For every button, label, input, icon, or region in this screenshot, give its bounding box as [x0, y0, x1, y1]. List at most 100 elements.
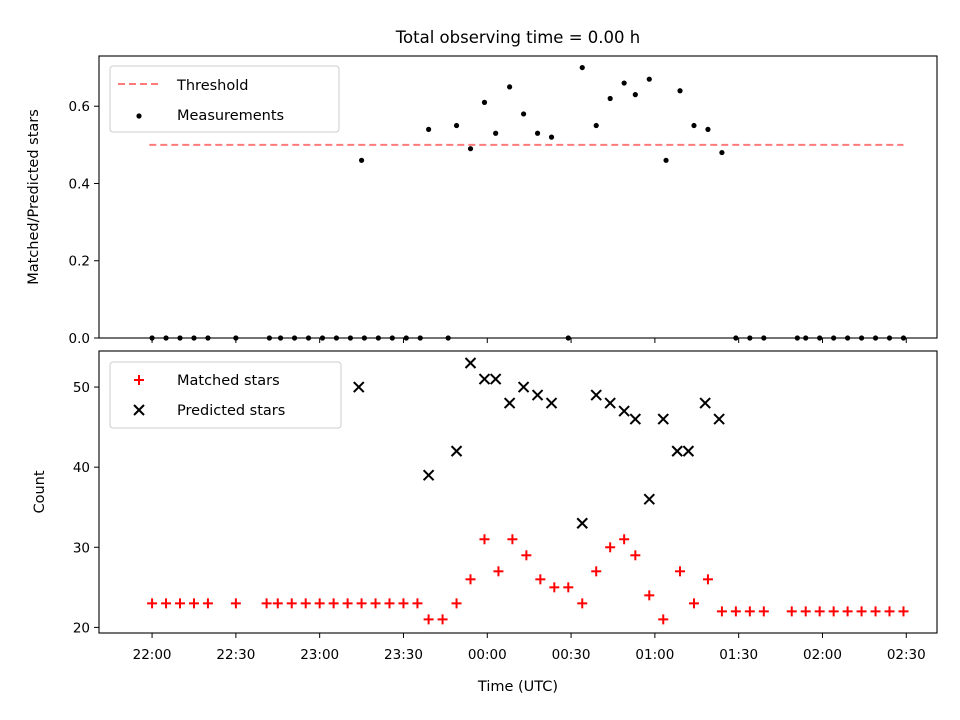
bottom-legend-box	[109, 361, 342, 429]
predicted-point	[464, 357, 477, 369]
legend-plus-marker	[134, 375, 144, 385]
legend-x-marker	[133, 404, 145, 416]
y-tick-label: 50	[73, 380, 90, 396]
matched-point	[884, 606, 895, 617]
legend-predicted-swatch	[133, 404, 145, 416]
predicted-point	[699, 397, 711, 409]
matched-point	[261, 598, 272, 609]
matched-point	[730, 606, 741, 617]
x-stroke	[576, 517, 588, 529]
predicted-point	[450, 445, 463, 457]
matched-point	[328, 598, 339, 609]
matched-point	[702, 574, 713, 585]
x-stroke	[629, 413, 642, 425]
predicted-point	[671, 445, 683, 457]
predicted-point	[353, 381, 365, 393]
x-stroke	[618, 405, 630, 417]
matched-point	[535, 574, 546, 585]
top-legend: Threshold Measurements	[109, 65, 340, 133]
measurement-point	[358, 157, 365, 163]
legend-matched-swatch	[134, 375, 144, 385]
matched-point	[800, 606, 811, 617]
top-y-axis-label: Matched/Predicted stars	[26, 109, 42, 285]
x-stroke	[657, 413, 669, 425]
x-stroke	[503, 397, 516, 409]
predicted-point	[503, 397, 516, 409]
matched-point	[493, 566, 504, 577]
x-stroke	[590, 389, 602, 401]
matched-point	[314, 598, 325, 609]
matched-point	[272, 598, 283, 609]
matched-point	[577, 598, 588, 609]
measurement-point	[507, 84, 513, 90]
matched-point	[688, 598, 699, 609]
matched-point	[870, 606, 881, 617]
predicted-point	[643, 493, 655, 505]
predicted-point	[618, 405, 630, 417]
matched-point	[856, 606, 867, 617]
y-tick-label: 20	[73, 620, 90, 636]
top-legend-box	[109, 65, 340, 133]
bottom-y-axis: 20 30 40 50	[73, 380, 99, 636]
bottom-panel: 20 30 40 50 22:00 22:30 23:00 23:30 00:00 00:30 0…	[32, 350, 938, 695]
measurement-point	[632, 92, 638, 98]
x-stroke	[682, 445, 695, 457]
x-stroke	[422, 469, 435, 481]
matched-point	[412, 598, 423, 609]
legend-matched-label: Matched stars	[177, 373, 280, 389]
matched-point	[898, 606, 909, 617]
measurement-point	[520, 111, 527, 117]
measurement-point	[534, 130, 541, 136]
measurement-point	[719, 149, 725, 156]
x-stroke	[478, 373, 491, 385]
measurement-point	[453, 122, 460, 129]
y-tick-label: 0.0	[69, 331, 90, 347]
matched-point	[507, 534, 518, 545]
measurement-point	[691, 122, 697, 129]
bottom-y-axis-label: Count	[32, 470, 48, 513]
predicted-point	[629, 413, 642, 425]
measurement-point	[579, 64, 585, 71]
matched-point	[758, 606, 769, 617]
y-tick-label: 0.6	[69, 99, 90, 115]
predicted-point	[422, 469, 435, 481]
legend-predicted-label: Predicted stars	[177, 403, 285, 419]
matched-point	[630, 550, 641, 561]
matched-point	[202, 598, 213, 609]
measurement-point	[593, 122, 599, 129]
x-stroke	[643, 493, 655, 505]
top-panel: 0.0 0.2 0.4 0.6 Matched/Predicted stars Thr…	[26, 55, 938, 347]
matched-point	[563, 582, 574, 593]
measurement-point	[621, 80, 627, 86]
x-axis-label: Time (UTC)	[477, 679, 558, 695]
matched-point	[591, 566, 602, 577]
predicted-point	[657, 413, 669, 425]
matched-point	[479, 534, 490, 545]
measurement-point	[548, 134, 555, 140]
bottom-axes-frame	[98, 350, 938, 634]
x-stroke	[531, 389, 544, 401]
matched-point	[842, 606, 853, 617]
matched-point	[465, 574, 476, 585]
matched-point	[451, 598, 462, 609]
matched-point	[658, 614, 669, 625]
legend-measurements-swatch	[136, 113, 142, 119]
x-tick-label: 22:00	[133, 647, 172, 663]
x-stroke	[464, 357, 477, 369]
measurement-point	[646, 76, 652, 82]
x-tick-label: 02:00	[803, 647, 842, 663]
bottom-marks	[147, 357, 909, 625]
matched-point	[300, 598, 311, 609]
matched-point	[437, 614, 448, 625]
matched-point	[398, 598, 409, 609]
top-x-axis	[151, 338, 907, 343]
matched-point	[675, 566, 686, 577]
measurement-point	[481, 99, 488, 105]
y-tick-label: 0.2	[69, 254, 90, 270]
x-tick-label: 01:30	[719, 647, 758, 663]
measurement-point	[467, 146, 474, 152]
x-stroke	[133, 404, 145, 416]
measurement-point	[607, 95, 613, 102]
legend-measurements-label: Measurements	[177, 108, 284, 124]
